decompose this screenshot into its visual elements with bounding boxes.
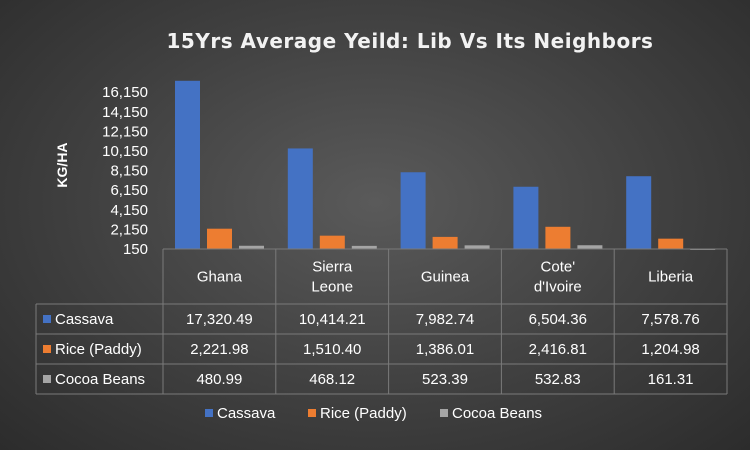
bar-cassava bbox=[287, 148, 313, 249]
table-cell-value: 1,204.98 bbox=[641, 341, 699, 358]
chart-title: 15Yrs Average Yeild: Lib Vs Its Neighbor… bbox=[167, 29, 654, 53]
y-axis-label: KG/HA bbox=[54, 142, 70, 187]
y-tick-label: 14,150 bbox=[102, 104, 148, 121]
category-label: Ghana bbox=[197, 269, 243, 286]
bar-cassava bbox=[626, 176, 652, 249]
bar-rice-paddy bbox=[319, 235, 345, 249]
y-tick-label: 12,150 bbox=[102, 123, 148, 140]
category-label: Liberia bbox=[648, 269, 694, 286]
bar-cocoa-beans bbox=[577, 245, 603, 249]
row-series-name: Rice (Paddy) bbox=[55, 341, 142, 358]
row-series-name: Cassava bbox=[55, 311, 114, 328]
y-tick-label: 2,150 bbox=[110, 221, 148, 238]
legend-swatch bbox=[308, 409, 316, 417]
legend: Cassava Rice (Paddy) Cocoa Beans bbox=[205, 405, 542, 422]
row-key-swatch bbox=[43, 375, 51, 383]
y-axis-ticks: 150 2,150 4,150 6,150 8,150 10,150 12,150 14,15… bbox=[102, 84, 148, 258]
table-cell-value: 161.31 bbox=[648, 371, 694, 388]
category-label: d'Ivoire bbox=[534, 279, 582, 296]
row-series-name: Cocoa Beans bbox=[55, 371, 145, 388]
bars bbox=[175, 80, 716, 250]
legend-swatch bbox=[440, 409, 448, 417]
data-table: Ghana Sierra Leone Guinea Cote' d'Ivoire Liber… bbox=[35, 248, 728, 395]
legend-entry: Cocoa Beans bbox=[452, 405, 542, 422]
bar-rice-paddy bbox=[207, 228, 232, 249]
table-cell-value: 1,510.40 bbox=[303, 341, 361, 358]
y-tick-label: 16,150 bbox=[102, 84, 148, 101]
y-tick-label: 10,150 bbox=[102, 143, 148, 160]
y-tick-label: 150 bbox=[123, 241, 148, 258]
table-cell-value: 17,320.49 bbox=[186, 311, 253, 328]
bar-rice-paddy bbox=[658, 238, 684, 249]
bar-cassava bbox=[175, 80, 200, 250]
bar-cassava bbox=[513, 186, 539, 249]
category-label: Leone bbox=[311, 279, 353, 296]
legend-swatch bbox=[205, 409, 213, 417]
category-label: Guinea bbox=[421, 269, 470, 286]
y-tick-label: 8,150 bbox=[110, 163, 148, 180]
table-cell-value: 6,504.36 bbox=[529, 311, 587, 328]
table-cell-value: 2,416.81 bbox=[529, 341, 587, 358]
table-cell-value: 1,386.01 bbox=[416, 341, 474, 358]
table-cell-value: 523.39 bbox=[422, 371, 468, 388]
legend-entry: Rice (Paddy) bbox=[320, 405, 407, 422]
legend-entry: Cassava bbox=[217, 405, 276, 422]
y-tick-label: 4,150 bbox=[110, 202, 148, 219]
bar-cocoa-beans bbox=[351, 245, 377, 249]
row-key-swatch bbox=[43, 345, 51, 353]
category-label: Sierra bbox=[312, 259, 353, 276]
bar-cocoa-beans bbox=[464, 245, 490, 249]
table-cell-value: 10,414.21 bbox=[299, 311, 366, 328]
table-cell-value: 7,578.76 bbox=[641, 311, 699, 328]
bar-cocoa-beans bbox=[239, 245, 264, 249]
table-cell-value: 2,221.98 bbox=[190, 341, 248, 358]
bar-cassava bbox=[400, 172, 426, 249]
table-cell-value: 7,982.74 bbox=[416, 311, 474, 328]
row-key-swatch bbox=[43, 315, 51, 323]
bar-rice-paddy bbox=[545, 226, 571, 249]
bar-rice-paddy bbox=[432, 236, 458, 249]
table-cell-value: 468.12 bbox=[309, 371, 355, 388]
table-cell-value: 480.99 bbox=[196, 371, 242, 388]
y-tick-label: 6,150 bbox=[110, 182, 148, 199]
category-label: Cote' bbox=[541, 259, 576, 276]
table-cell-value: 532.83 bbox=[535, 371, 581, 388]
